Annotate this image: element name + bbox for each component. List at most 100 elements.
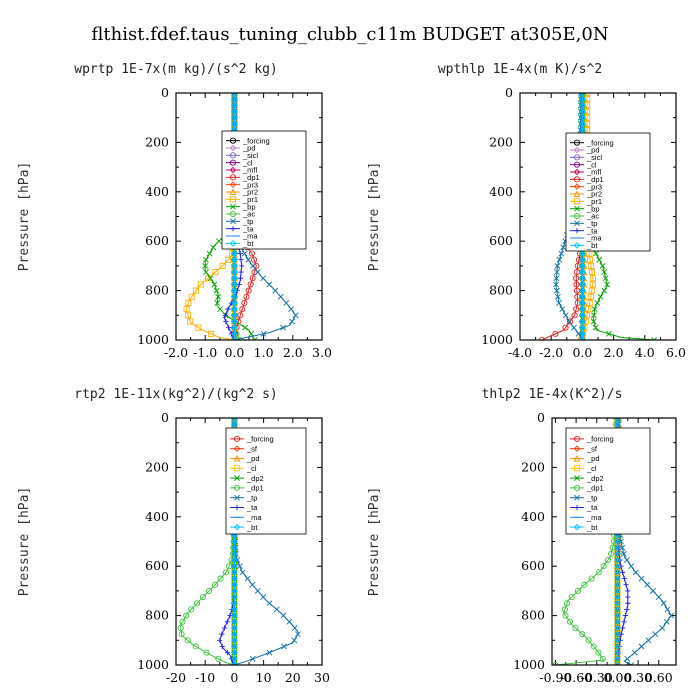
data-point_ta	[622, 613, 629, 619]
legend-label: _ta	[586, 503, 598, 512]
data-point_bt	[579, 120, 586, 128]
data-point_ta	[239, 263, 245, 269]
x-tick-label: -10	[195, 670, 215, 685]
data-point_tp	[559, 306, 566, 313]
legend-marker	[574, 220, 580, 227]
data-point_bt	[579, 268, 586, 276]
y-tick-label: 600	[489, 233, 513, 248]
x-tick-label: 10	[256, 670, 272, 685]
data-point_bp	[592, 250, 599, 257]
data-point_bt	[231, 624, 238, 632]
data-point_bt	[614, 661, 621, 665]
data-point_dp1	[179, 618, 186, 625]
data-point_dp1	[248, 250, 255, 257]
data-point_tp	[628, 563, 635, 570]
data-point_pr1	[587, 256, 594, 263]
data-point_tp	[239, 569, 246, 576]
x-tick-label: 0.0	[224, 345, 244, 360]
data-point_bt	[231, 114, 238, 121]
data-point_bt	[231, 544, 238, 551]
data-point_dp1	[215, 655, 222, 662]
data-point_bp	[597, 293, 604, 300]
legend-marker	[574, 205, 580, 212]
chart-title: rtp2 1E-11x(kg^2)/(kg^2 s)	[74, 387, 278, 402]
data-point_bt	[614, 562, 621, 570]
data-point_bt	[231, 305, 238, 313]
data-point_bt	[579, 95, 586, 103]
data-point_bt	[231, 336, 238, 340]
legend-label: _forcing	[586, 435, 614, 444]
data-point_bt	[231, 312, 238, 319]
legend-marker	[229, 181, 237, 188]
data-point_ta	[224, 650, 231, 656]
data-point_bt	[231, 655, 238, 663]
x-tick-label: 0.30	[624, 670, 652, 685]
data-point_tp	[277, 293, 284, 300]
legend-label: _ma	[246, 513, 262, 522]
data-point_ta	[621, 619, 627, 625]
data-point_dp1	[212, 581, 219, 588]
data-point_bt	[614, 550, 621, 558]
data-point_bt	[231, 600, 238, 607]
legend-marker	[573, 454, 581, 462]
data-point_bt	[614, 624, 621, 632]
data-point_ta	[623, 582, 629, 588]
data-point_dp1	[241, 299, 248, 307]
data-point_tp	[288, 306, 295, 313]
data-point_dp1	[588, 575, 595, 582]
data-point_pr1	[192, 287, 200, 294]
legend-label: _bt	[246, 523, 258, 532]
legend-label: _dp1	[246, 484, 264, 493]
legend-marker	[230, 226, 236, 232]
data-point_ta	[238, 257, 244, 263]
data-point_bt	[614, 643, 621, 650]
data-point_pr1	[586, 299, 593, 307]
data-point_tp	[249, 655, 256, 662]
data-point_tp	[655, 594, 662, 600]
data-point_tp	[566, 318, 573, 325]
data-point_bt	[579, 250, 586, 257]
data-point_tp	[553, 275, 560, 282]
data-point_tp	[558, 250, 565, 257]
legend-marker	[573, 168, 581, 176]
data-point_dp1	[192, 643, 199, 650]
x-tick-label: -2.0	[164, 345, 188, 360]
data-point_bt	[231, 256, 238, 263]
data-point_dp1	[245, 287, 252, 294]
data-point_bt	[231, 281, 238, 288]
y-tick-label: 600	[521, 558, 545, 573]
data-point_dp1	[595, 649, 602, 656]
legend-label: _bp	[586, 204, 600, 213]
data-point_pr1	[587, 293, 594, 300]
data-point_ta	[237, 275, 244, 281]
legend: _forcing_sf_pd_cl_dp2_dp1_tp_ta_ma_bt	[565, 427, 651, 535]
legend-marker	[229, 137, 237, 144]
data-point_pr1	[588, 269, 596, 276]
data-point_tp	[231, 93, 238, 96]
data-point_ta	[625, 594, 631, 600]
x-tick-label: 2.0	[604, 345, 624, 360]
legend-marker	[229, 159, 237, 166]
data-point_tp	[652, 631, 659, 638]
data-point_dp1	[562, 324, 569, 331]
x-tick-label: 6.0	[666, 345, 686, 360]
plot-frame	[551, 417, 677, 666]
legend-marker	[229, 188, 237, 196]
data-point_bt	[579, 262, 586, 270]
data-point_bt	[579, 114, 586, 121]
data-point_dp1	[566, 618, 574, 625]
y-tick-label: 1000	[137, 657, 169, 672]
y-tick-label: 0	[161, 85, 169, 100]
chart-panel-1: wprtp 1E-7x(m kg)/(s^2 kg) Pressure [hPa]…	[17, 62, 332, 360]
legend-box	[565, 427, 651, 535]
data-point_bp	[591, 306, 598, 313]
data-point_bp	[203, 256, 209, 263]
data-point_bt	[231, 120, 238, 128]
legend: _forcing_pd_sicl_cl_mfl_dp1_pr3_pr2_pr1_…	[565, 132, 651, 252]
data-point_tp	[554, 269, 560, 275]
data-point_bt	[231, 618, 238, 626]
data-point_bt	[231, 324, 238, 331]
y-tick-label: 800	[145, 608, 169, 623]
legend-label: _bt	[586, 241, 598, 250]
y-tick-label: 800	[489, 283, 513, 298]
